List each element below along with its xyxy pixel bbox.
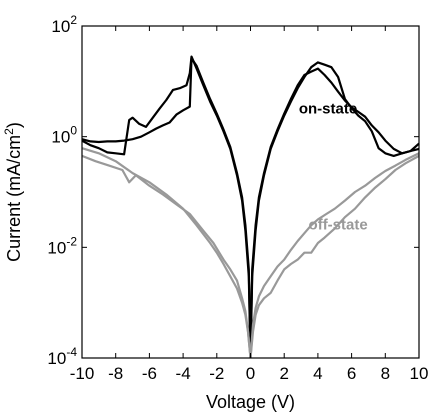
- x-tick-label: 10: [410, 364, 429, 383]
- y-tick-label: 10-4: [47, 345, 77, 368]
- x-tick-label: 2: [279, 364, 288, 383]
- x-tick-label: -8: [108, 364, 123, 383]
- y-tick-label-exp: -2: [66, 234, 77, 248]
- y-axis-title-tail: ): [4, 122, 24, 128]
- y-tick-label-base: 10: [47, 238, 66, 257]
- series-line-7: [249, 154, 420, 359]
- y-tick-label: 102: [51, 13, 77, 36]
- y-axis-title-main: Current (mA/cm: [4, 135, 24, 262]
- annotation-1: on-state: [299, 101, 357, 118]
- series-layer: [81, 55, 420, 359]
- x-tick-label: 4: [313, 364, 322, 383]
- y-tick-label-base: 10: [47, 349, 66, 368]
- x-axis-title: Voltage (V): [206, 392, 295, 412]
- x-tick-label: -6: [142, 364, 157, 383]
- series-line-2: [81, 57, 252, 359]
- y-axis-title-sup: 2: [2, 128, 16, 135]
- series-line-6: [81, 147, 252, 359]
- y-tick-label: 100: [51, 124, 77, 147]
- series-line-1: [81, 55, 252, 359]
- y-tick-label-base: 10: [51, 128, 70, 147]
- series-line-8: [249, 152, 420, 359]
- x-tick-label: -2: [209, 364, 224, 383]
- y-tick-label-exp: 0: [70, 124, 77, 138]
- y-tick-label-exp: -4: [66, 345, 77, 359]
- x-tick-label: 0: [246, 364, 255, 383]
- y-tick-label-base: 10: [51, 17, 70, 36]
- y-tick-label: 10-2: [47, 234, 77, 257]
- series-line-4: [249, 67, 420, 359]
- tick-layer: [81, 25, 420, 359]
- series-line-5: [81, 154, 252, 359]
- y-axis-title: Current (mA/cm2): [2, 122, 24, 262]
- x-tick-label: 8: [381, 364, 390, 383]
- x-tick-label: 6: [347, 364, 356, 383]
- label-layer: -10 -8 -6 -4 -2 0 2 4 6 8 1010210010-210-4on-state…: [47, 13, 428, 383]
- x-tick-label: -10: [70, 364, 95, 383]
- annotation-2: off-state: [309, 217, 368, 234]
- y-tick-label-exp: 2: [70, 13, 77, 27]
- x-tick-label: -4: [176, 364, 191, 383]
